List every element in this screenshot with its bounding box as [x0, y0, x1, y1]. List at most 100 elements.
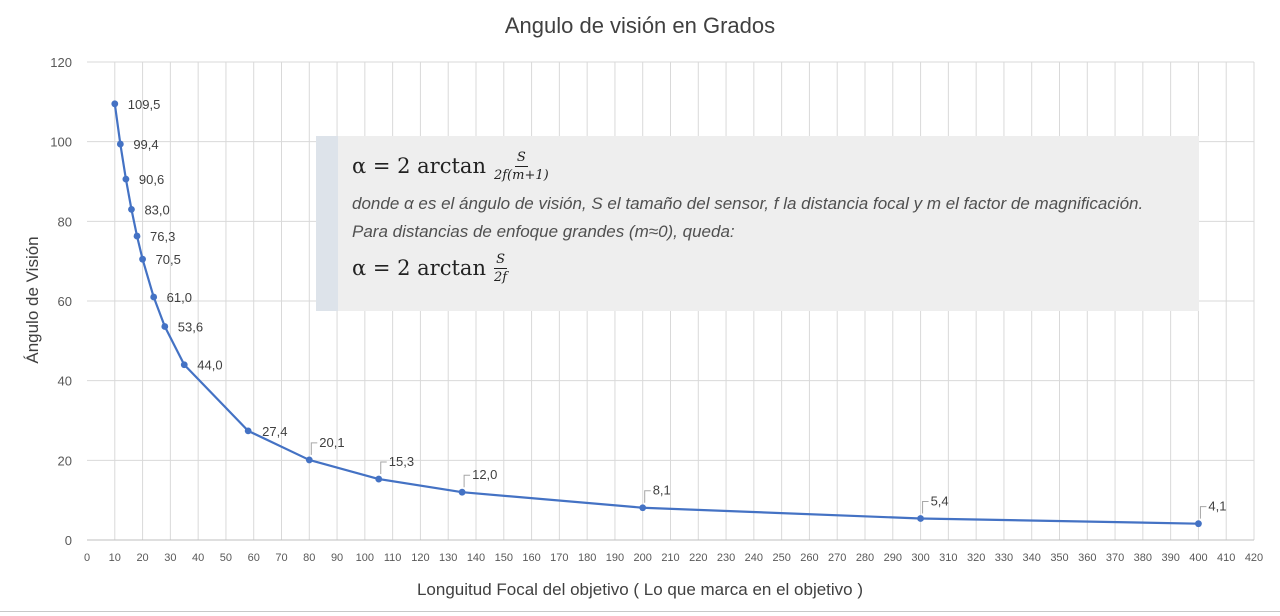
label-leader-line: [644, 490, 651, 503]
y-tick-labels: 0 20 40 60 80 100 120: [50, 55, 72, 548]
chart-title: Angulo de visión en Grados: [504, 13, 776, 38]
label-leader-line: [922, 500, 929, 514]
x-tick-label: 10: [109, 552, 121, 564]
data-label: 5,4: [931, 493, 949, 508]
formula-general: α = 2 arctan S 2f(m+1): [352, 146, 1181, 186]
data-labels: 109,5 99,4 90,6 83,0 76,3 70,5 61,0 53,6 44,0 27,…: [128, 97, 1227, 514]
data-point: [150, 293, 158, 301]
data-point: [375, 475, 383, 483]
x-tick-label: 190: [606, 552, 624, 564]
data-label: 20,1: [319, 435, 344, 450]
x-tick-label: 250: [772, 552, 790, 564]
data-label: 4,1: [1208, 499, 1226, 514]
x-tick-label: 370: [1106, 552, 1124, 564]
x-tick-label: 70: [275, 552, 287, 564]
y-tick-label: 40: [58, 374, 72, 389]
data-label: 109,5: [128, 97, 161, 112]
data-points: [111, 100, 1202, 528]
data-point: [917, 515, 924, 522]
data-point: [305, 456, 313, 464]
formula-simplified-numerator: S: [494, 251, 507, 269]
y-axis-label: Ángulo de Visión: [23, 236, 42, 364]
x-tick-label: 400: [1189, 552, 1207, 564]
x-tick-label: 420: [1245, 552, 1263, 564]
data-label: 83,0: [144, 202, 169, 217]
x-tick-label: 330: [995, 552, 1013, 564]
y-tick-label: 0: [65, 533, 72, 548]
x-tick-label: 200: [634, 552, 652, 564]
data-point: [139, 255, 146, 263]
x-tick-label: 150: [495, 552, 513, 564]
x-tick-label: 30: [164, 552, 176, 564]
x-tick-label: 380: [1134, 552, 1152, 564]
data-label: 70,5: [156, 252, 181, 267]
x-tick-label: 350: [1050, 552, 1068, 564]
x-tick-label: 50: [220, 552, 232, 564]
data-label: 76,3: [150, 229, 175, 244]
x-tick-label: 180: [578, 552, 596, 564]
formula-general-lhs: α = 2 arctan: [352, 154, 486, 178]
data-label: 53,6: [178, 319, 203, 334]
x-tick-label: 310: [939, 552, 957, 564]
label-leader-line: [1199, 506, 1207, 519]
x-tick-label: 220: [689, 552, 707, 564]
x-tick-label: 120: [411, 552, 429, 564]
formula-note-box: α = 2 arctan S 2f(m+1) donde α es el áng…: [316, 136, 1199, 311]
data-point: [111, 100, 119, 108]
x-tick-label: 230: [717, 552, 735, 564]
data-point: [161, 323, 169, 330]
data-label: 12,0: [472, 467, 497, 482]
label-leaders: [310, 442, 1207, 519]
y-tick-label: 20: [58, 453, 72, 468]
label-leader-line: [310, 442, 318, 455]
formula-simplified-lhs: α = 2 arctan: [352, 256, 486, 280]
x-tick-label: 410: [1217, 552, 1235, 564]
formula-simplified-fraction: S 2f: [494, 253, 507, 284]
data-point: [639, 504, 647, 512]
data-point: [244, 427, 252, 435]
x-tick-label: 290: [884, 552, 902, 564]
data-point: [1195, 520, 1202, 528]
x-tick-label: 80: [303, 552, 315, 564]
x-tick-label: 140: [467, 552, 485, 564]
x-tick-label: 260: [800, 552, 818, 564]
label-leader-line: [463, 474, 471, 488]
y-tick-label: 80: [58, 214, 72, 229]
x-tick-label: 390: [1161, 552, 1179, 564]
data-label: 61,0: [167, 290, 192, 305]
data-point: [116, 140, 124, 148]
data-point: [180, 361, 188, 369]
x-tick-label: 60: [248, 552, 260, 564]
x-tick-label: 280: [856, 552, 874, 564]
series-line: [113, 103, 1199, 525]
data-label: 8,1: [653, 483, 671, 498]
data-label: 15,3: [389, 454, 414, 469]
x-axis-label: Longuitud Focal del objetivo ( Lo que ma…: [416, 580, 864, 599]
x-tick-label: 210: [661, 552, 679, 564]
data-label: 44,0: [197, 358, 222, 373]
y-tick-label: 120: [50, 55, 72, 70]
formula-simplified: α = 2 arctan S 2f: [352, 248, 1181, 288]
x-tick-label: 270: [828, 552, 846, 564]
x-tick-label: 300: [911, 552, 929, 564]
x-tick-label: 100: [356, 552, 374, 564]
data-point: [122, 175, 130, 183]
formula-explanation: donde α es el ángulo de visión, S el tam…: [352, 194, 1144, 241]
x-tick-label: 170: [550, 552, 568, 564]
x-tick-label: 240: [745, 552, 763, 564]
y-tick-label: 100: [50, 135, 72, 150]
data-point: [458, 488, 466, 496]
x-tick-label: 40: [192, 552, 204, 564]
data-point: [133, 232, 141, 240]
x-tick-label: 0: [84, 552, 90, 564]
x-tick-label: 320: [967, 552, 985, 564]
series-line-group: [113, 103, 1199, 525]
x-tick-label: 360: [1078, 552, 1096, 564]
data-label: 99,4: [133, 137, 158, 152]
formula-general-fraction: S 2f(m+1): [494, 151, 549, 182]
bottom-divider: [0, 611, 1280, 612]
x-tick-label: 130: [439, 552, 457, 564]
x-tick-label: 160: [522, 552, 540, 564]
x-tick-label: 340: [1023, 552, 1041, 564]
x-tick-label: 20: [136, 552, 148, 564]
